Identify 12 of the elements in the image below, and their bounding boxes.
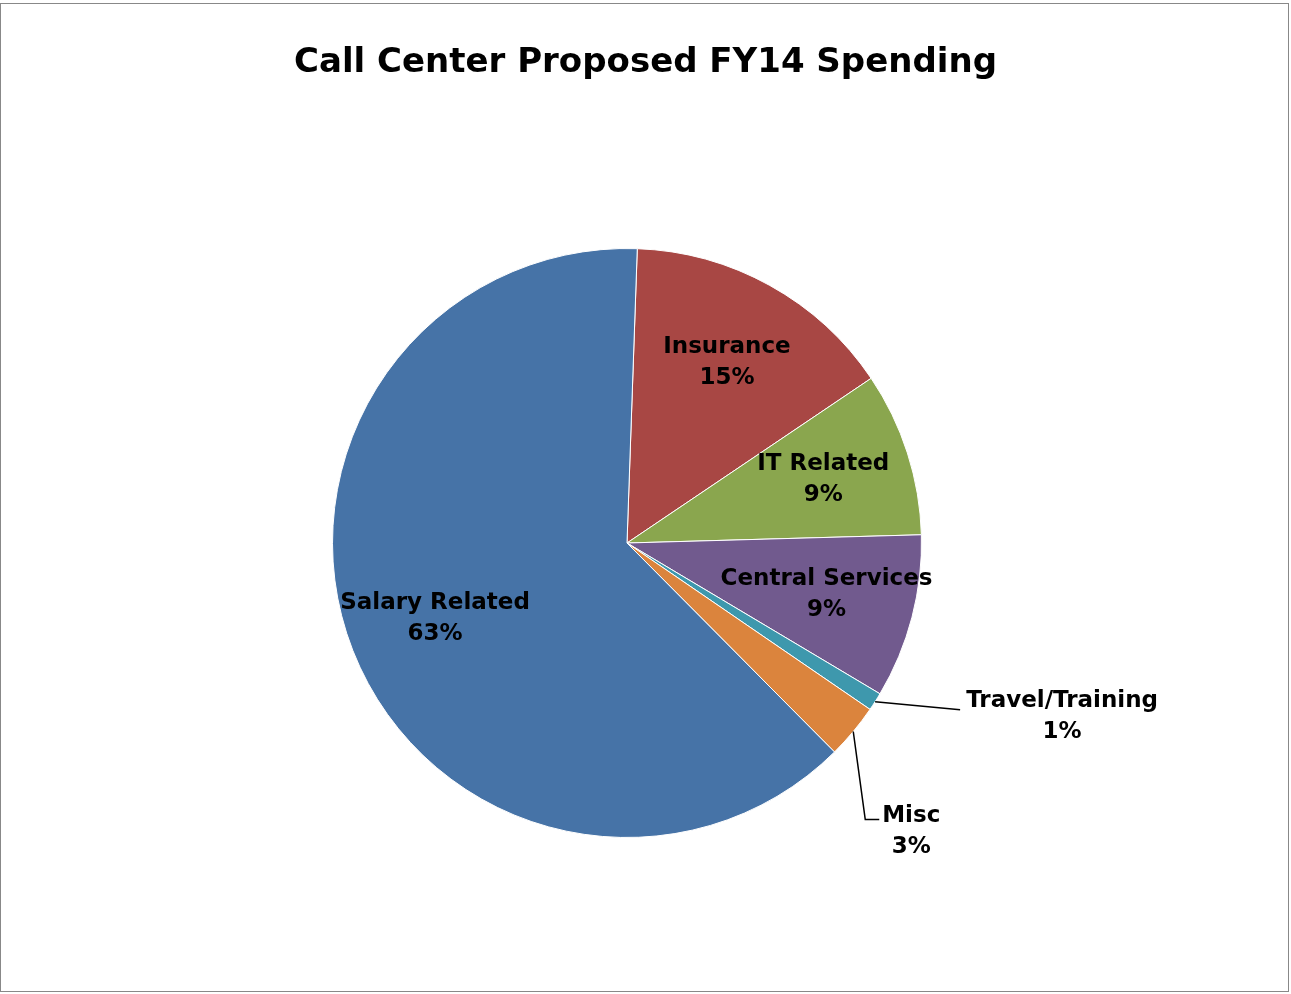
chart-title: Call Center Proposed FY14 Spending bbox=[293, 40, 998, 80]
slice-label: IT Related bbox=[757, 449, 890, 476]
data-label: 15% bbox=[699, 363, 755, 390]
data-label: 63% bbox=[407, 618, 463, 645]
data-label: 1% bbox=[1042, 717, 1082, 744]
data-label: 9% bbox=[803, 480, 843, 507]
data-label: 3% bbox=[891, 831, 931, 858]
data-label: 9% bbox=[806, 595, 847, 622]
slice-label: Insurance bbox=[663, 332, 791, 359]
slice-label: Travel/Training bbox=[966, 686, 1159, 713]
slice-label: Misc bbox=[882, 800, 941, 827]
slice-label: Salary Related bbox=[340, 587, 530, 614]
